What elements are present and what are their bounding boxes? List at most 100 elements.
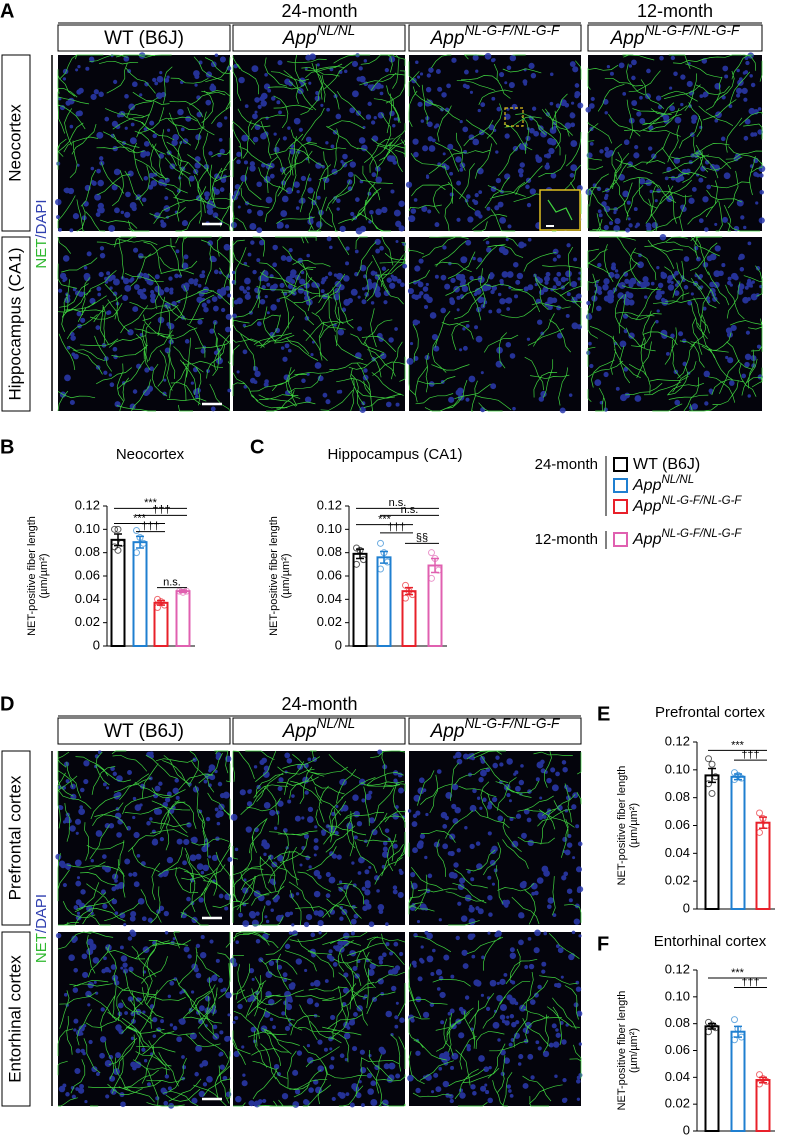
nuclei bbox=[407, 751, 584, 926]
fibers bbox=[57, 236, 231, 412]
stain-label: NET/DAPI bbox=[33, 199, 50, 268]
legend-label: WT (B6J) bbox=[633, 456, 700, 473]
data-point bbox=[708, 789, 716, 797]
bar bbox=[376, 556, 392, 647]
row-label: Prefrontal cortex bbox=[5, 775, 24, 900]
fibers bbox=[57, 54, 231, 232]
group-label: 24-month bbox=[281, 694, 357, 714]
legend-swatch bbox=[613, 478, 628, 493]
data-point bbox=[428, 549, 435, 557]
fibers bbox=[408, 54, 582, 232]
y-axis-label: NET-positive fiber length bbox=[616, 766, 628, 886]
column-header-box bbox=[408, 717, 582, 745]
data-point bbox=[377, 539, 384, 547]
data-point bbox=[738, 1033, 745, 1041]
data-point bbox=[133, 549, 140, 557]
data-point bbox=[705, 1028, 712, 1036]
column-header-box bbox=[408, 24, 582, 52]
y-tick-label: 0.10 bbox=[75, 521, 100, 536]
group-label: 24-month bbox=[281, 1, 357, 21]
data-point bbox=[734, 1025, 742, 1033]
data-point bbox=[136, 534, 144, 541]
data-point bbox=[402, 594, 409, 602]
data-point bbox=[731, 1036, 738, 1044]
significance-label: ††† bbox=[141, 521, 159, 533]
data-point bbox=[377, 565, 384, 573]
column-header-box bbox=[232, 717, 406, 745]
micrograph bbox=[588, 55, 762, 231]
bar bbox=[755, 1079, 771, 1133]
data-point bbox=[763, 822, 770, 829]
data-point bbox=[756, 1080, 763, 1088]
stain-dapi: /DAPI bbox=[33, 199, 50, 238]
data-point bbox=[712, 773, 719, 781]
data-point bbox=[380, 549, 388, 557]
row-label-box bbox=[1, 750, 31, 926]
data-point bbox=[356, 546, 364, 554]
data-point bbox=[114, 546, 122, 554]
label-base: WT (B6J) bbox=[104, 721, 184, 742]
column-header: AppNL-G-F/NL-G-F bbox=[430, 716, 560, 742]
data-point bbox=[756, 1071, 763, 1079]
chart-title: Prefrontal cortex bbox=[655, 704, 766, 721]
y-tick-label: 0.04 bbox=[665, 1069, 690, 1084]
column-header: WT (B6J) bbox=[104, 721, 184, 742]
y-tick-label: 0.02 bbox=[317, 614, 342, 629]
bar bbox=[704, 1025, 720, 1132]
row-label-box bbox=[1, 236, 31, 412]
y-tick-label: 0.02 bbox=[665, 1096, 690, 1111]
row-label-box bbox=[1, 54, 31, 232]
panel-letter: E bbox=[597, 703, 610, 725]
significance-label: ††† bbox=[741, 749, 759, 761]
data-point bbox=[384, 558, 391, 566]
chart-title: Entorhinal cortex bbox=[654, 933, 767, 950]
bar bbox=[175, 590, 191, 648]
data-point bbox=[705, 780, 712, 788]
y-tick-label: 0.06 bbox=[665, 1042, 690, 1057]
data-point bbox=[705, 755, 712, 763]
stain-net: NET bbox=[33, 933, 50, 963]
bar bbox=[730, 775, 746, 911]
y-tick-label: 0.10 bbox=[317, 521, 342, 536]
row-label-box bbox=[1, 931, 31, 1107]
chart-title: Neocortex bbox=[116, 446, 185, 463]
data-point bbox=[157, 598, 165, 606]
bar bbox=[730, 1030, 746, 1133]
significance-label: n.s. bbox=[389, 497, 407, 509]
significance-label: *** bbox=[133, 512, 147, 524]
legend-swatch bbox=[613, 457, 628, 472]
y-tick-label: 0.08 bbox=[75, 544, 100, 559]
data-point bbox=[111, 525, 118, 533]
y-tick-label: 0.08 bbox=[665, 789, 690, 804]
legend-swatch bbox=[613, 532, 628, 547]
label-base: App bbox=[282, 721, 317, 742]
y-tick-label: 0.08 bbox=[665, 1015, 690, 1030]
y-tick-label: 0.08 bbox=[317, 544, 342, 559]
data-point bbox=[731, 1016, 738, 1024]
bar bbox=[427, 564, 443, 647]
data-point bbox=[161, 601, 168, 609]
column-header-box bbox=[587, 24, 763, 52]
y-tick-label: 0.04 bbox=[317, 591, 342, 606]
bar bbox=[704, 774, 720, 911]
data-point bbox=[763, 1077, 770, 1085]
data-point bbox=[154, 595, 161, 603]
error-bar bbox=[114, 533, 122, 547]
label-base: App bbox=[430, 28, 465, 49]
panel-letter: C bbox=[250, 436, 264, 458]
fibers bbox=[57, 931, 231, 1107]
data-point bbox=[118, 539, 125, 547]
fibers bbox=[587, 236, 763, 412]
micrograph bbox=[409, 751, 581, 925]
row-label: Entorhinal cortex bbox=[5, 955, 24, 1083]
label-base: App bbox=[632, 498, 662, 515]
label-base: App bbox=[430, 721, 465, 742]
legend-label: AppNL-G-F/NL-G-F bbox=[632, 528, 742, 548]
y-axis-label: NET-positive fiber length bbox=[26, 516, 38, 636]
stain-dapi: /DAPI bbox=[33, 894, 50, 933]
inset-marker bbox=[504, 107, 524, 127]
y-tick-label: 0.10 bbox=[665, 761, 690, 776]
data-point bbox=[353, 544, 360, 552]
nuclei bbox=[406, 237, 582, 414]
label-superscript: NL/NL bbox=[317, 716, 356, 731]
